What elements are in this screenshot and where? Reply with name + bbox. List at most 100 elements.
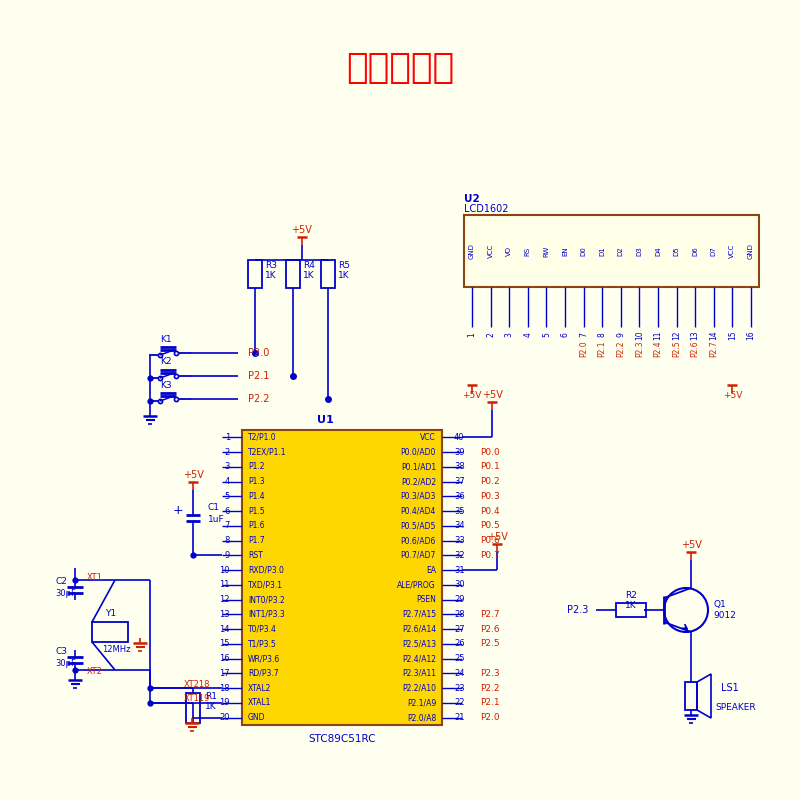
Text: C1: C1 [208, 503, 220, 513]
Text: 8: 8 [598, 333, 606, 338]
Text: P1.6: P1.6 [248, 522, 265, 530]
Text: P2.0/A8: P2.0/A8 [406, 713, 436, 722]
Text: +5V: +5V [482, 390, 502, 400]
Text: K1: K1 [160, 334, 172, 343]
Text: +5V: +5V [722, 390, 742, 399]
Text: P0.6: P0.6 [480, 536, 500, 545]
Text: Q1: Q1 [713, 601, 726, 610]
Text: P0.2: P0.2 [480, 477, 500, 486]
Text: R3: R3 [265, 261, 277, 270]
Text: RW: RW [543, 246, 550, 257]
Text: 12: 12 [672, 330, 681, 340]
Bar [248, 260, 262, 288]
Text: D4: D4 [655, 246, 661, 256]
Text: P1.3: P1.3 [248, 477, 265, 486]
Bar [92, 622, 128, 642]
Text: D1: D1 [599, 246, 606, 256]
Text: 22: 22 [454, 698, 465, 707]
Text: P2.2: P2.2 [480, 684, 499, 693]
Text: R4: R4 [303, 261, 315, 270]
Text: 13: 13 [219, 610, 230, 619]
Text: P1.4: P1.4 [248, 492, 265, 501]
Bar [616, 603, 646, 617]
Text: 1uF: 1uF [208, 515, 225, 525]
Text: P0.7/AD7: P0.7/AD7 [401, 551, 436, 560]
Text: 18: 18 [219, 684, 230, 693]
Text: LCD1602: LCD1602 [464, 204, 509, 214]
Text: 38: 38 [454, 462, 465, 471]
Text: 37: 37 [454, 477, 465, 486]
Text: 2: 2 [486, 333, 495, 338]
Text: 9: 9 [616, 333, 626, 338]
Bar [186, 693, 200, 723]
Text: P2.5/A13: P2.5/A13 [402, 639, 436, 648]
Text: 15: 15 [728, 330, 737, 340]
Text: P2.0: P2.0 [579, 341, 588, 358]
Text: C2: C2 [55, 578, 67, 586]
Text: STC89C51RC: STC89C51RC [308, 734, 376, 744]
Text: RS: RS [525, 246, 531, 255]
Text: 1K: 1K [625, 602, 637, 610]
Text: P2.4/A12: P2.4/A12 [402, 654, 436, 663]
Text: 35: 35 [454, 506, 465, 516]
Text: P2.1: P2.1 [248, 371, 270, 381]
Text: 16: 16 [219, 654, 230, 663]
Text: 12MHz: 12MHz [102, 646, 130, 654]
Text: SPEAKER: SPEAKER [715, 703, 756, 713]
Text: PSEN: PSEN [416, 595, 436, 604]
Text: VCC: VCC [488, 244, 494, 258]
Text: 1: 1 [225, 433, 230, 442]
Text: 26: 26 [454, 639, 465, 648]
Text: 14: 14 [219, 625, 230, 634]
Text: 7: 7 [579, 333, 588, 338]
Text: P2.2: P2.2 [616, 341, 626, 358]
Text: P0.6/AD6: P0.6/AD6 [401, 536, 436, 545]
Text: 30pF: 30pF [55, 659, 76, 669]
Text: P2.7: P2.7 [480, 610, 500, 619]
Text: R2: R2 [625, 591, 637, 601]
Text: C3: C3 [55, 647, 67, 657]
Text: D3: D3 [637, 246, 642, 256]
Text: 4: 4 [225, 477, 230, 486]
Text: 15: 15 [219, 639, 230, 648]
Text: P0.1/AD1: P0.1/AD1 [401, 462, 436, 471]
Text: 13: 13 [690, 330, 700, 340]
Text: 20: 20 [219, 713, 230, 722]
Text: P2.4: P2.4 [654, 341, 662, 358]
Text: P2.2: P2.2 [248, 394, 270, 404]
Text: P2.1: P2.1 [480, 698, 500, 707]
Text: D6: D6 [692, 246, 698, 256]
Text: T1/P3.5: T1/P3.5 [248, 639, 277, 648]
FancyBboxPatch shape [242, 430, 442, 725]
Text: 电路原理图: 电路原理图 [346, 51, 454, 85]
Text: P2.7/A15: P2.7/A15 [402, 610, 436, 619]
Text: 21: 21 [454, 713, 465, 722]
Text: +5V: +5V [182, 470, 203, 480]
Text: VCC: VCC [420, 433, 436, 442]
Text: 27: 27 [454, 625, 465, 634]
Text: D5: D5 [674, 246, 680, 256]
Text: XTAL2: XTAL2 [248, 684, 271, 693]
Text: 3: 3 [225, 462, 230, 471]
Text: 5: 5 [542, 333, 551, 338]
Text: P0.4/AD4: P0.4/AD4 [401, 506, 436, 516]
Text: 30pF: 30pF [55, 590, 76, 598]
Text: P2.3: P2.3 [480, 669, 500, 678]
Text: 32: 32 [454, 551, 465, 560]
Text: 34: 34 [454, 522, 465, 530]
Text: T0/P3.4: T0/P3.4 [248, 625, 277, 634]
Text: 1K: 1K [265, 270, 277, 279]
Text: P1.2: P1.2 [248, 462, 265, 471]
Text: D0: D0 [581, 246, 586, 256]
Text: P2.0: P2.0 [480, 713, 500, 722]
Text: P2.6/A14: P2.6/A14 [402, 625, 436, 634]
Text: XT218: XT218 [184, 680, 210, 689]
Text: RXD/P3.0: RXD/P3.0 [248, 566, 284, 574]
Text: ALE/PROG: ALE/PROG [398, 580, 436, 590]
Text: INT1/P3.3: INT1/P3.3 [248, 610, 285, 619]
Text: LS1: LS1 [721, 683, 738, 693]
Text: GND: GND [469, 243, 475, 259]
Text: +5V: +5V [486, 532, 507, 542]
Text: 36: 36 [454, 492, 465, 501]
Text: 6: 6 [225, 506, 230, 516]
